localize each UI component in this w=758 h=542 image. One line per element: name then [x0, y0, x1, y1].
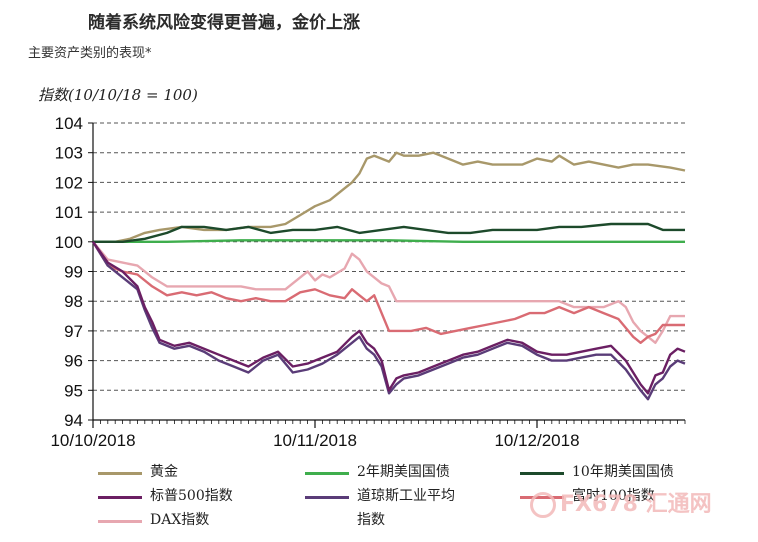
y-axis-label: 指数(10/10/18 = 100): [38, 86, 198, 104]
y-tick-label: 98: [64, 292, 83, 311]
series-line-4: [91, 241, 686, 401]
x-tick-label: 10/10/2018: [50, 431, 135, 450]
x-tick-label: 10/11/2018: [273, 431, 357, 450]
y-tick-label: 100: [55, 233, 83, 252]
y-tick-label: 104: [55, 114, 83, 133]
x-tick-label: 10/12/2018: [494, 431, 579, 450]
watermark-logo-icon: [530, 492, 556, 518]
axes: 94 95 96 97 98 99 100 101 102 103 104 10/10/2018 10/…: [50, 114, 686, 450]
y-tick-label: 102: [55, 173, 83, 192]
y-tick-label: 94: [64, 411, 83, 430]
series-line-3: [92, 241, 686, 395]
chart-title: 随着系统风险变得更普遍，金价上涨: [88, 13, 360, 33]
chart-subtitle: 主要资产类别的表现*: [28, 46, 152, 61]
series-line-1: [93, 239, 685, 243]
watermark-text: FX678 汇通网: [560, 492, 712, 517]
y-tick-label: 103: [55, 144, 83, 163]
y-tick-label: 101: [55, 203, 83, 222]
y-tick-label: 97: [64, 322, 83, 341]
series-line-5: [91, 241, 685, 344]
y-tick-label: 96: [64, 352, 83, 371]
y-tick-label: 99: [64, 263, 83, 282]
series-lines: [91, 151, 686, 401]
watermark: FX678 汇通网: [530, 486, 712, 518]
series-line-2: [93, 222, 685, 243]
y-tick-label: 95: [64, 381, 83, 400]
series-line-6: [92, 241, 685, 344]
